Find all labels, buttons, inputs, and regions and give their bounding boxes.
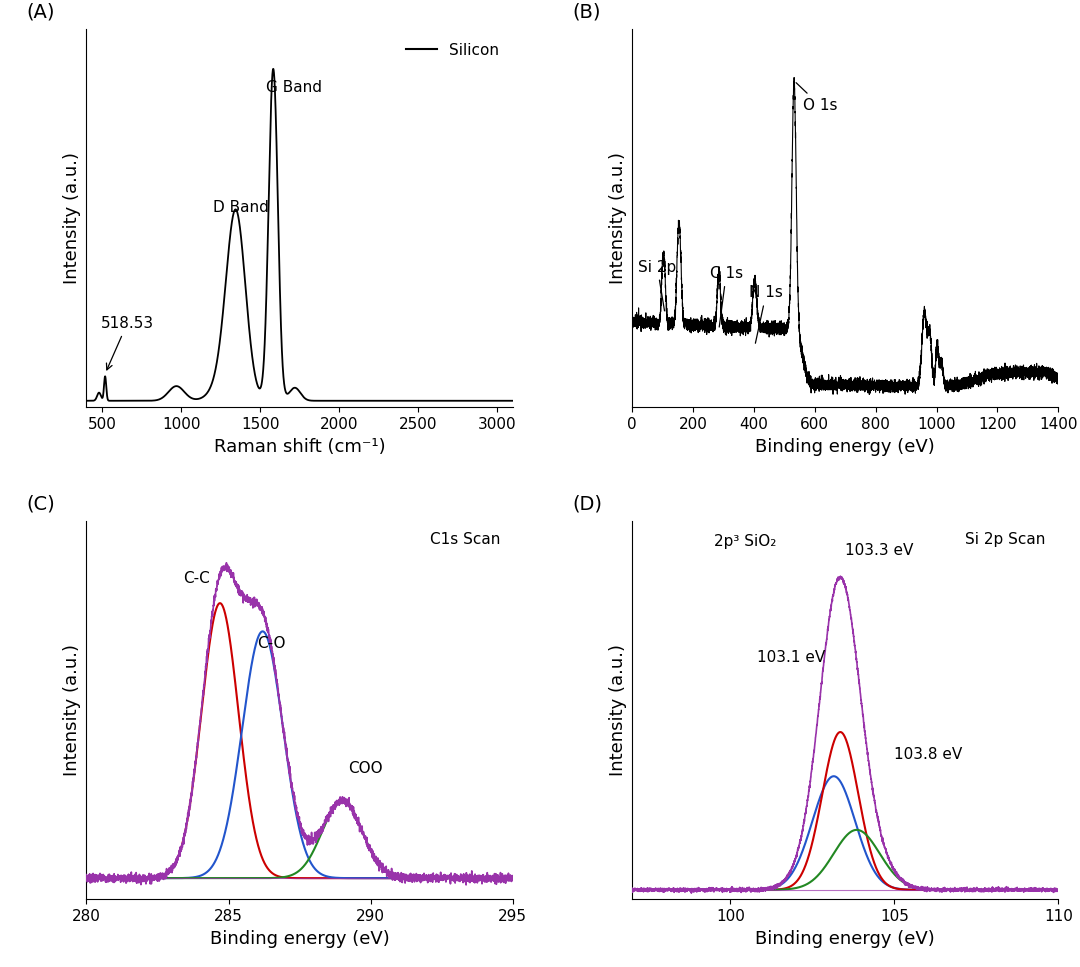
- Text: Si 2p Scan: Si 2p Scan: [966, 532, 1045, 547]
- Text: 2p³ SiO₂: 2p³ SiO₂: [714, 534, 777, 549]
- Y-axis label: Intensity (a.u.): Intensity (a.u.): [63, 644, 81, 777]
- Text: C-O: C-O: [257, 636, 285, 652]
- Text: (D): (D): [572, 494, 603, 513]
- Text: N 1s: N 1s: [750, 285, 783, 343]
- Text: G Band: G Band: [267, 80, 323, 95]
- Text: (C): (C): [27, 494, 55, 513]
- Text: (B): (B): [572, 3, 600, 21]
- X-axis label: Raman shift (cm⁻¹): Raman shift (cm⁻¹): [214, 438, 386, 455]
- Y-axis label: Intensity (a.u.): Intensity (a.u.): [608, 152, 626, 284]
- X-axis label: Binding energy (eV): Binding energy (eV): [755, 929, 935, 948]
- Text: D Band: D Band: [213, 199, 269, 215]
- Y-axis label: Intensity (a.u.): Intensity (a.u.): [63, 152, 81, 284]
- Text: COO: COO: [348, 760, 382, 776]
- Y-axis label: Intensity (a.u.): Intensity (a.u.): [608, 644, 626, 777]
- X-axis label: Binding energy (eV): Binding energy (eV): [755, 438, 935, 455]
- Text: (A): (A): [27, 3, 55, 21]
- Text: C 1s: C 1s: [710, 266, 743, 327]
- Text: O 1s: O 1s: [796, 82, 837, 113]
- Text: Si 2p: Si 2p: [638, 259, 676, 310]
- Text: 518.53: 518.53: [100, 316, 153, 369]
- Legend: Silicon: Silicon: [400, 37, 505, 64]
- Text: 103.8 eV: 103.8 eV: [894, 747, 962, 762]
- Text: C1s Scan: C1s Scan: [430, 532, 500, 547]
- X-axis label: Binding energy (eV): Binding energy (eV): [210, 929, 390, 948]
- Text: C-C: C-C: [183, 571, 210, 586]
- Text: 103.1 eV: 103.1 eV: [757, 650, 825, 664]
- Text: 103.3 eV: 103.3 eV: [846, 543, 914, 558]
